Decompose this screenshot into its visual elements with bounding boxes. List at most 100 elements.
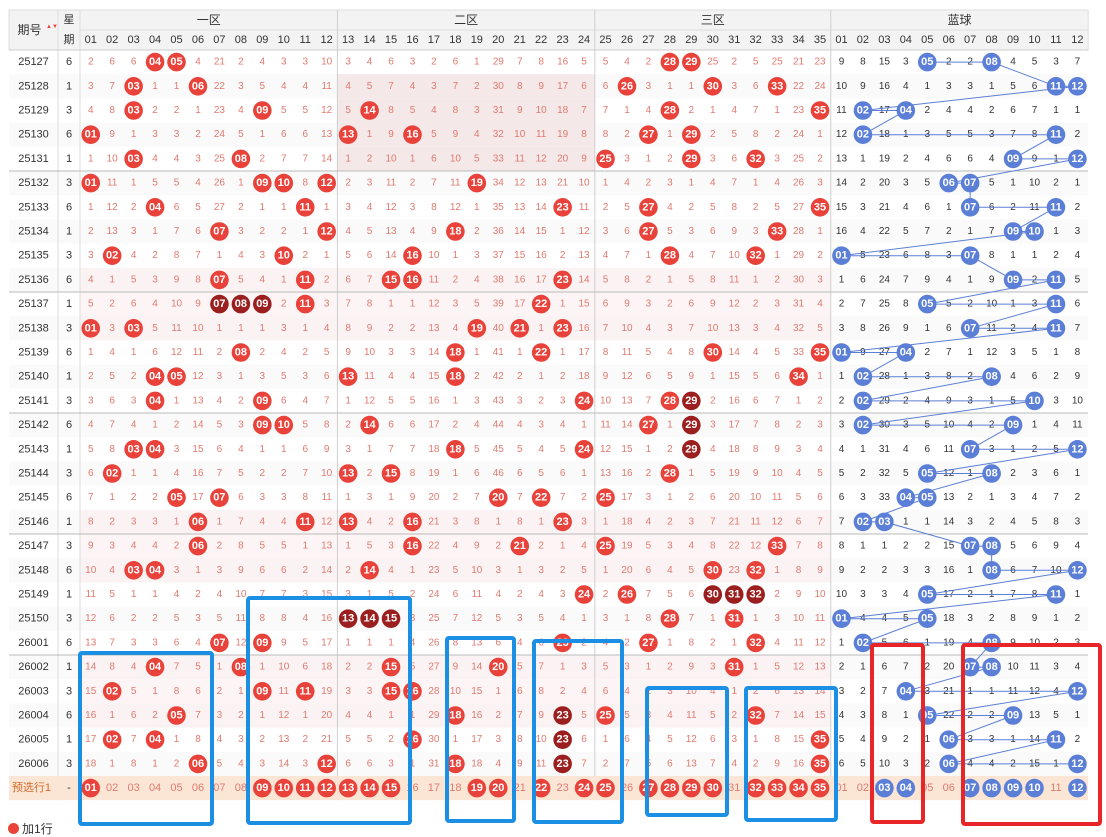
preselect-front-28[interactable]: 28 — [660, 778, 680, 798]
preselect-front-01[interactable]: 01 — [81, 778, 101, 798]
preselect-ball[interactable] — [253, 778, 272, 798]
preselect-back-10[interactable]: 10 — [1025, 778, 1044, 798]
back-miss: 3 — [882, 589, 888, 600]
preselect-ball[interactable] — [682, 778, 701, 798]
preselect-ball[interactable] — [1003, 778, 1023, 798]
front-miss: 3 — [260, 492, 266, 503]
add-row-button[interactable]: 加1行 — [8, 820, 53, 837]
preselect-ball[interactable] — [81, 778, 101, 798]
preselect-ball[interactable] — [596, 778, 615, 798]
preselect-back-12[interactable]: 12 — [1068, 778, 1087, 798]
preselect-front-34[interactable]: 34 — [789, 778, 808, 798]
preselect-front-30[interactable]: 30 — [703, 778, 723, 798]
front-ball — [703, 343, 723, 362]
preselect-ball-label: 19 — [471, 782, 483, 794]
front-miss: 8 — [195, 734, 201, 745]
preselect-ball-label: 03 — [878, 782, 890, 794]
preselect-front-13[interactable]: 13 — [338, 778, 358, 798]
preselect-back-08[interactable]: 08 — [982, 778, 1001, 798]
preselect-ball[interactable] — [317, 778, 336, 798]
front-miss: 4 — [689, 541, 695, 552]
preselect-ball[interactable] — [467, 778, 487, 798]
preselect-ball[interactable] — [338, 778, 358, 798]
front-miss: 4 — [624, 686, 630, 697]
front-miss: 13 — [514, 202, 526, 213]
preselect-ball[interactable] — [531, 778, 551, 798]
front-miss: 3 — [710, 153, 716, 164]
front-miss: 5 — [710, 710, 716, 721]
preselect-ball[interactable] — [703, 778, 723, 798]
front-ball — [488, 657, 508, 677]
front-ball-09: 09 — [253, 101, 272, 120]
front-miss: 5 — [667, 734, 673, 745]
preselect-front-33[interactable]: 33 — [767, 778, 787, 798]
period-cell: 25135 — [18, 250, 49, 262]
back-miss: 2 — [839, 299, 845, 310]
preselect-front-25[interactable]: 25 — [596, 778, 615, 798]
back-miss: 2 — [860, 468, 866, 479]
preselect-front-15[interactable]: 15 — [381, 778, 401, 798]
preselect-ball[interactable] — [360, 778, 379, 798]
preselect-back-03[interactable]: 03 — [875, 778, 894, 798]
preselect-ball[interactable] — [746, 778, 765, 798]
preselect-front-11[interactable]: 11 — [295, 778, 315, 798]
front-miss: 12 — [750, 541, 762, 552]
front-miss: 2 — [152, 250, 158, 261]
preselect-front-10[interactable]: 10 — [274, 778, 294, 798]
preselect-front-20[interactable]: 20 — [488, 778, 508, 798]
front-ball-label: 06 — [192, 758, 204, 770]
front-miss: 20 — [729, 492, 741, 503]
front-miss: 1 — [753, 613, 759, 624]
preselect-front-09[interactable]: 09 — [253, 778, 272, 798]
preselect-front-35[interactable]: 35 — [810, 778, 830, 798]
front-ball — [274, 246, 294, 265]
preselect-ball[interactable] — [960, 778, 980, 798]
preselect-front-14[interactable]: 14 — [360, 778, 379, 798]
front-miss: 11 — [321, 492, 332, 503]
preselect-front-32[interactable]: 32 — [746, 778, 765, 798]
preselect-ball[interactable] — [789, 778, 808, 798]
preselect-front-24[interactable]: 24 — [574, 778, 594, 798]
preselect-ball[interactable] — [381, 778, 401, 798]
front-miss: 2 — [131, 371, 137, 382]
front-miss: 6 — [302, 662, 308, 673]
front-ball-14: 14 — [360, 561, 379, 580]
front-miss: 3 — [774, 613, 780, 624]
preselect-front-19[interactable]: 19 — [467, 778, 487, 798]
preselect-ball[interactable] — [1068, 778, 1087, 798]
preselect-front-29[interactable]: 29 — [682, 778, 701, 798]
preselect-back-09[interactable]: 09 — [1003, 778, 1023, 798]
front-ball-22: 22 — [531, 343, 551, 362]
front-number-header: 10 — [278, 34, 290, 46]
back-ball — [917, 464, 937, 483]
back-ball — [1068, 754, 1087, 774]
back-miss: 4 — [989, 153, 995, 164]
preselect-ball[interactable] — [488, 778, 508, 798]
preselect-ball-label: 11 — [299, 782, 311, 794]
period-cell: 25149 — [18, 589, 49, 601]
preselect-ball[interactable] — [982, 778, 1001, 798]
preselect-ball[interactable] — [660, 778, 680, 798]
preselect-ball[interactable] — [875, 778, 894, 798]
preselect-front-12[interactable]: 12 — [317, 778, 336, 798]
back-ball — [1003, 706, 1023, 725]
front-ball-06: 06 — [188, 77, 208, 96]
preselect-ball[interactable] — [896, 778, 916, 798]
front-miss: 2 — [131, 613, 137, 624]
front-miss: 4 — [453, 541, 459, 552]
back-miss: 9 — [1032, 613, 1038, 624]
preselect-ball[interactable] — [295, 778, 315, 798]
preselect-ball[interactable] — [574, 778, 594, 798]
preselect-ball[interactable] — [767, 778, 787, 798]
preselect-front-22[interactable]: 22 — [531, 778, 551, 798]
preselect-back-04[interactable]: 04 — [896, 778, 916, 798]
front-miss: 6 — [624, 226, 630, 237]
preselect-ball[interactable] — [1025, 778, 1044, 798]
front-miss: 4 — [281, 81, 287, 92]
back-miss: 15 — [836, 202, 848, 213]
front-miss: 13 — [536, 178, 548, 189]
preselect-back-07[interactable]: 07 — [960, 778, 980, 798]
preselect-ball[interactable] — [810, 778, 830, 798]
preselect-ball[interactable] — [274, 778, 294, 798]
preselect-ball-label: 35 — [814, 782, 826, 794]
